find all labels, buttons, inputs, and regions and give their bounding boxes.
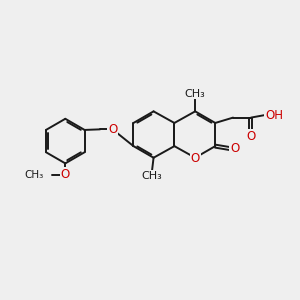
Text: O: O (61, 168, 70, 181)
Text: O: O (246, 130, 256, 143)
Text: O: O (230, 142, 239, 155)
Text: CH₃: CH₃ (185, 88, 206, 98)
Text: O: O (108, 123, 117, 136)
Text: CH₃: CH₃ (24, 170, 44, 180)
Text: CH₃: CH₃ (142, 171, 163, 181)
Text: O: O (190, 152, 200, 164)
Text: OH: OH (265, 109, 283, 122)
